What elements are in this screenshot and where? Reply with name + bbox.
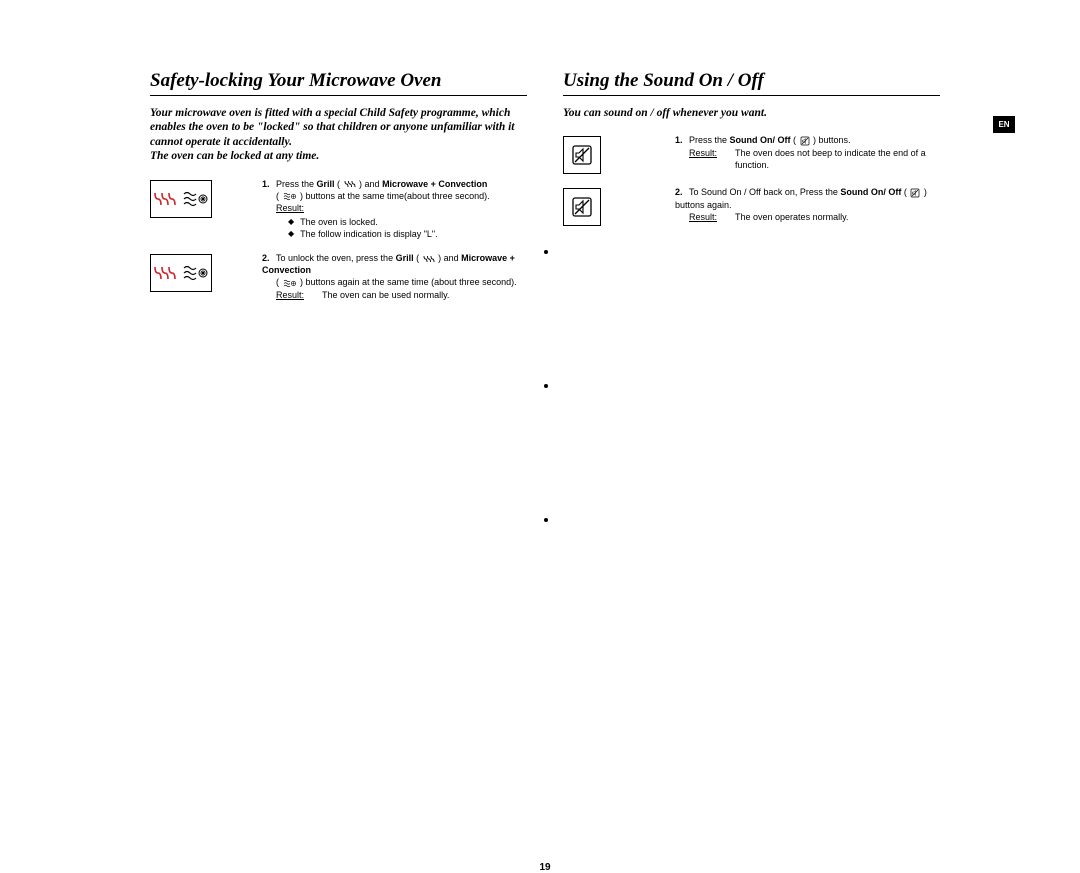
step-body: 1.Press the Grill ( ) and Microwave + Co… (262, 178, 527, 241)
bullet-list: ◆The oven is locked. ◆The follow indicat… (262, 216, 527, 240)
step-text: Press the Sound On/ Off ( ) buttons. (689, 135, 851, 145)
language-tab: EN (993, 116, 1015, 133)
step-number: 1. (675, 134, 689, 146)
section-intro-left: Your microwave oven is fitted with a spe… (150, 106, 527, 164)
step-text: Press the Grill ( ) and Microwave + Conv… (276, 179, 487, 189)
result-label: Result: (689, 147, 717, 171)
step-number: 2. (675, 186, 689, 198)
button-combo-icon (150, 254, 212, 292)
step-number: 1. (262, 178, 276, 190)
button-combo-icon (150, 180, 212, 218)
result-text: The oven operates normally. (735, 211, 848, 223)
left-column: Safety-locking Your Microwave Oven Your … (150, 70, 545, 313)
button-icon (563, 188, 601, 226)
step-row: 2.To Sound On / Off back on, Press the S… (563, 186, 940, 226)
step-text: To unlock the oven, press the Grill ( ) … (262, 253, 515, 275)
result-text: The oven does not beep to indicate the e… (735, 147, 940, 171)
section-intro-right: You can sound on / off whenever you want… (563, 106, 940, 120)
step-body: 2.To Sound On / Off back on, Press the S… (675, 186, 940, 222)
step-row: 2.To unlock the oven, press the Grill ( … (150, 252, 527, 301)
right-column: Using the Sound On / Off You can sound o… (545, 70, 940, 313)
section-heading-right: Using the Sound On / Off (563, 70, 940, 96)
section-heading-left: Safety-locking Your Microwave Oven (150, 70, 527, 96)
step-body: 1.Press the Sound On/ Off ( ) buttons. R… (675, 134, 940, 170)
step-number: 2. (262, 252, 276, 264)
result-label: Result: (689, 211, 717, 223)
manual-page: EN Safety-locking Your Microwave Oven Yo… (150, 70, 940, 313)
step-row: 1.Press the Sound On/ Off ( ) buttons. R… (563, 134, 940, 174)
result-text: The oven can be used normally. (322, 289, 449, 301)
step-row: 1.Press the Grill ( ) and Microwave + Co… (150, 178, 527, 241)
step-text: To Sound On / Off back on, Press the Sou… (675, 187, 927, 209)
result-label: Result: (276, 289, 304, 301)
result-label: Result: (276, 203, 304, 213)
step-body: 2.To unlock the oven, press the Grill ( … (262, 252, 527, 301)
page-number: 19 (150, 862, 940, 873)
button-icon (563, 136, 601, 174)
column-divider-dots (544, 250, 548, 522)
